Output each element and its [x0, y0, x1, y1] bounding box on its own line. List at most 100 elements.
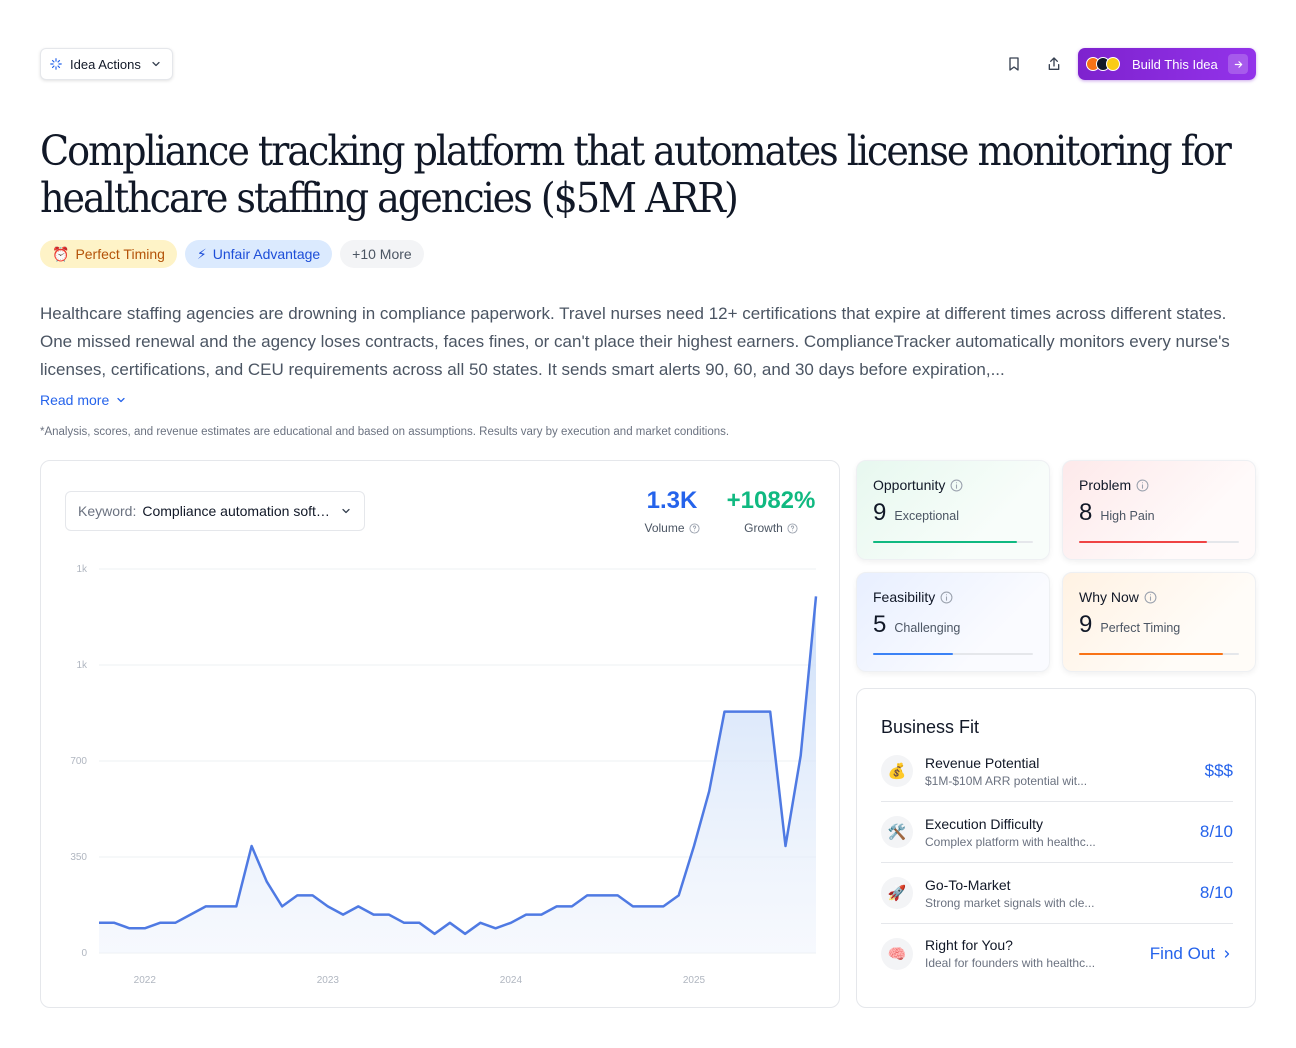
avatar — [1106, 57, 1120, 71]
share-button[interactable] — [1042, 52, 1066, 76]
info-icon[interactable] — [1136, 479, 1149, 492]
chevron-down-icon — [115, 394, 127, 406]
series-line — [99, 596, 818, 936]
score-value: 8 — [1079, 499, 1093, 526]
chevron-right-icon — [1221, 948, 1233, 960]
score-label: Problem — [1079, 477, 1132, 493]
growth-value: +1082% — [726, 487, 816, 514]
score-value: 9 — [873, 499, 887, 526]
row-value: $$$ — [1204, 761, 1233, 780]
opportunity-score-card[interactable]: Opportunity 9 Exceptional — [856, 460, 1050, 560]
right-for-you-row[interactable]: 🧠 Right for You? Ideal for founders with… — [881, 923, 1233, 984]
tag-label: Perfect Timing — [75, 246, 165, 262]
trend-chart-card: Keyword: Compliance automation software … — [40, 460, 840, 1008]
build-this-idea-button[interactable]: Build This Idea — [1078, 48, 1256, 80]
row-title: Revenue Potential — [925, 754, 1040, 771]
alarm-clock-icon: ⏰ — [52, 245, 70, 262]
revenue-potential-row[interactable]: 💰 Revenue Potential $1M-$10M ARR potenti… — [881, 741, 1233, 802]
idea-actions-dropdown[interactable]: Idea Actions — [40, 48, 173, 80]
x-tick-label: 2025 — [683, 975, 706, 986]
info-icon[interactable] — [940, 591, 953, 604]
business-fit-card: Business Fit 💰 Revenue Potential $1M-$10… — [856, 688, 1256, 1008]
chevron-down-icon — [150, 58, 162, 70]
bookmark-button[interactable] — [1002, 52, 1026, 76]
score-label: Opportunity — [873, 477, 946, 493]
feasibility-score-card[interactable]: Feasibility 5 Challenging — [856, 572, 1050, 672]
idea-description: Healthcare staffing agencies are drownin… — [40, 304, 1230, 379]
growth-label: Growth — [744, 521, 783, 535]
score-bar — [1079, 541, 1239, 543]
sparkle-icon — [49, 57, 63, 71]
read-more-label: Read more — [40, 392, 110, 408]
disclaimer: *Analysis, scores, and revenue estimates… — [40, 426, 730, 438]
score-desc: Perfect Timing — [1100, 621, 1181, 635]
rocket-icon: 🚀 — [881, 877, 913, 909]
row-value: 8/10 — [1199, 822, 1233, 841]
trend-chart: 0 350 700 1k 1k 2022 2023 2024 2025 — [70, 564, 818, 986]
score-bar-fill — [873, 653, 953, 655]
build-label: Build This Idea — [1132, 56, 1218, 72]
score-bar-fill — [1079, 541, 1207, 543]
row-title: Go-To-Market — [925, 876, 1011, 893]
series-area — [99, 596, 816, 953]
find-out-link[interactable]: Find Out — [1150, 944, 1233, 964]
score-label: Feasibility — [873, 589, 936, 605]
score-desc: Challenging — [894, 621, 961, 635]
info-icon[interactable] — [950, 479, 963, 492]
y-tick-label: 350 — [70, 852, 87, 863]
score-value: 9 — [1079, 611, 1093, 638]
score-bar — [873, 653, 1033, 655]
score-desc: High Pain — [1100, 509, 1155, 523]
go-to-market-row[interactable]: 🚀 Go-To-Market Strong market signals wit… — [881, 863, 1233, 924]
tag-label: +10 More — [352, 246, 412, 262]
row-desc: Ideal for founders with healthc... — [925, 956, 1096, 970]
row-title: Right for You? — [925, 937, 1013, 953]
y-tick-label: 1k — [76, 564, 88, 575]
find-out-label: Find Out — [1149, 943, 1215, 963]
score-bar — [873, 541, 1033, 543]
tag-perfect-timing[interactable]: ⏰ Perfect Timing — [40, 240, 177, 268]
tag-more[interactable]: +10 More — [340, 240, 424, 268]
tag-unfair-advantage[interactable]: ⚡ Unfair Advantage — [184, 240, 333, 268]
growth-stat: +1082% Growth — [721, 487, 821, 535]
top-bar: Idea Actions Build This Idea — [40, 48, 1256, 80]
brain-icon: 🧠 — [881, 937, 913, 970]
page-title: Compliance tracking platform that automa… — [40, 127, 1232, 222]
help-icon[interactable] — [688, 522, 700, 534]
score-label: Why Now — [1079, 589, 1139, 605]
keyword-label: Keyword: — [78, 503, 137, 519]
y-tick-label: 1k — [76, 660, 88, 671]
y-tick-label: 0 — [81, 948, 87, 959]
row-value: 8/10 — [1199, 883, 1233, 902]
keyword-select[interactable]: Keyword: Compliance automation software — [65, 491, 365, 531]
volume-value: 1.3K — [646, 487, 698, 514]
x-tick-label: 2023 — [317, 975, 340, 986]
score-bar-fill — [873, 541, 1017, 543]
execution-difficulty-row[interactable]: 🛠️ Execution Difficulty Complex platform… — [881, 802, 1233, 863]
money-bag-icon: 💰 — [881, 755, 913, 787]
x-tick-label: 2024 — [500, 975, 523, 986]
partner-avatars — [1086, 57, 1120, 71]
tools-icon: 🛠️ — [881, 816, 913, 848]
bookmark-icon — [1006, 56, 1022, 72]
share-icon — [1046, 56, 1062, 72]
volume-stat: 1.3K Volume — [635, 487, 709, 535]
chevron-down-icon — [340, 505, 352, 517]
lightning-icon: ⚡ — [196, 245, 207, 262]
y-tick-label: 700 — [70, 756, 87, 767]
problem-score-card[interactable]: Problem 8 High Pain — [1062, 460, 1256, 560]
score-desc: Exceptional — [894, 509, 959, 523]
help-icon[interactable] — [787, 522, 798, 534]
row-desc: $1M-$10M ARR potential wit... — [925, 773, 1088, 788]
row-desc: Complex platform with healthc... — [925, 834, 1096, 849]
arrow-right-icon — [1228, 54, 1248, 74]
idea-actions-label: Idea Actions — [70, 56, 141, 72]
read-more-link[interactable]: Read more — [40, 392, 127, 408]
score-bar-fill — [1079, 653, 1223, 655]
info-icon[interactable] — [1144, 591, 1157, 604]
row-title: Execution Difficulty — [925, 815, 1044, 832]
score-bar — [1079, 653, 1239, 655]
why-now-score-card[interactable]: Why Now 9 Perfect Timing — [1062, 572, 1256, 672]
tag-list: ⏰ Perfect Timing ⚡ Unfair Advantage +10 … — [40, 240, 424, 268]
tag-label: Unfair Advantage — [212, 246, 321, 262]
